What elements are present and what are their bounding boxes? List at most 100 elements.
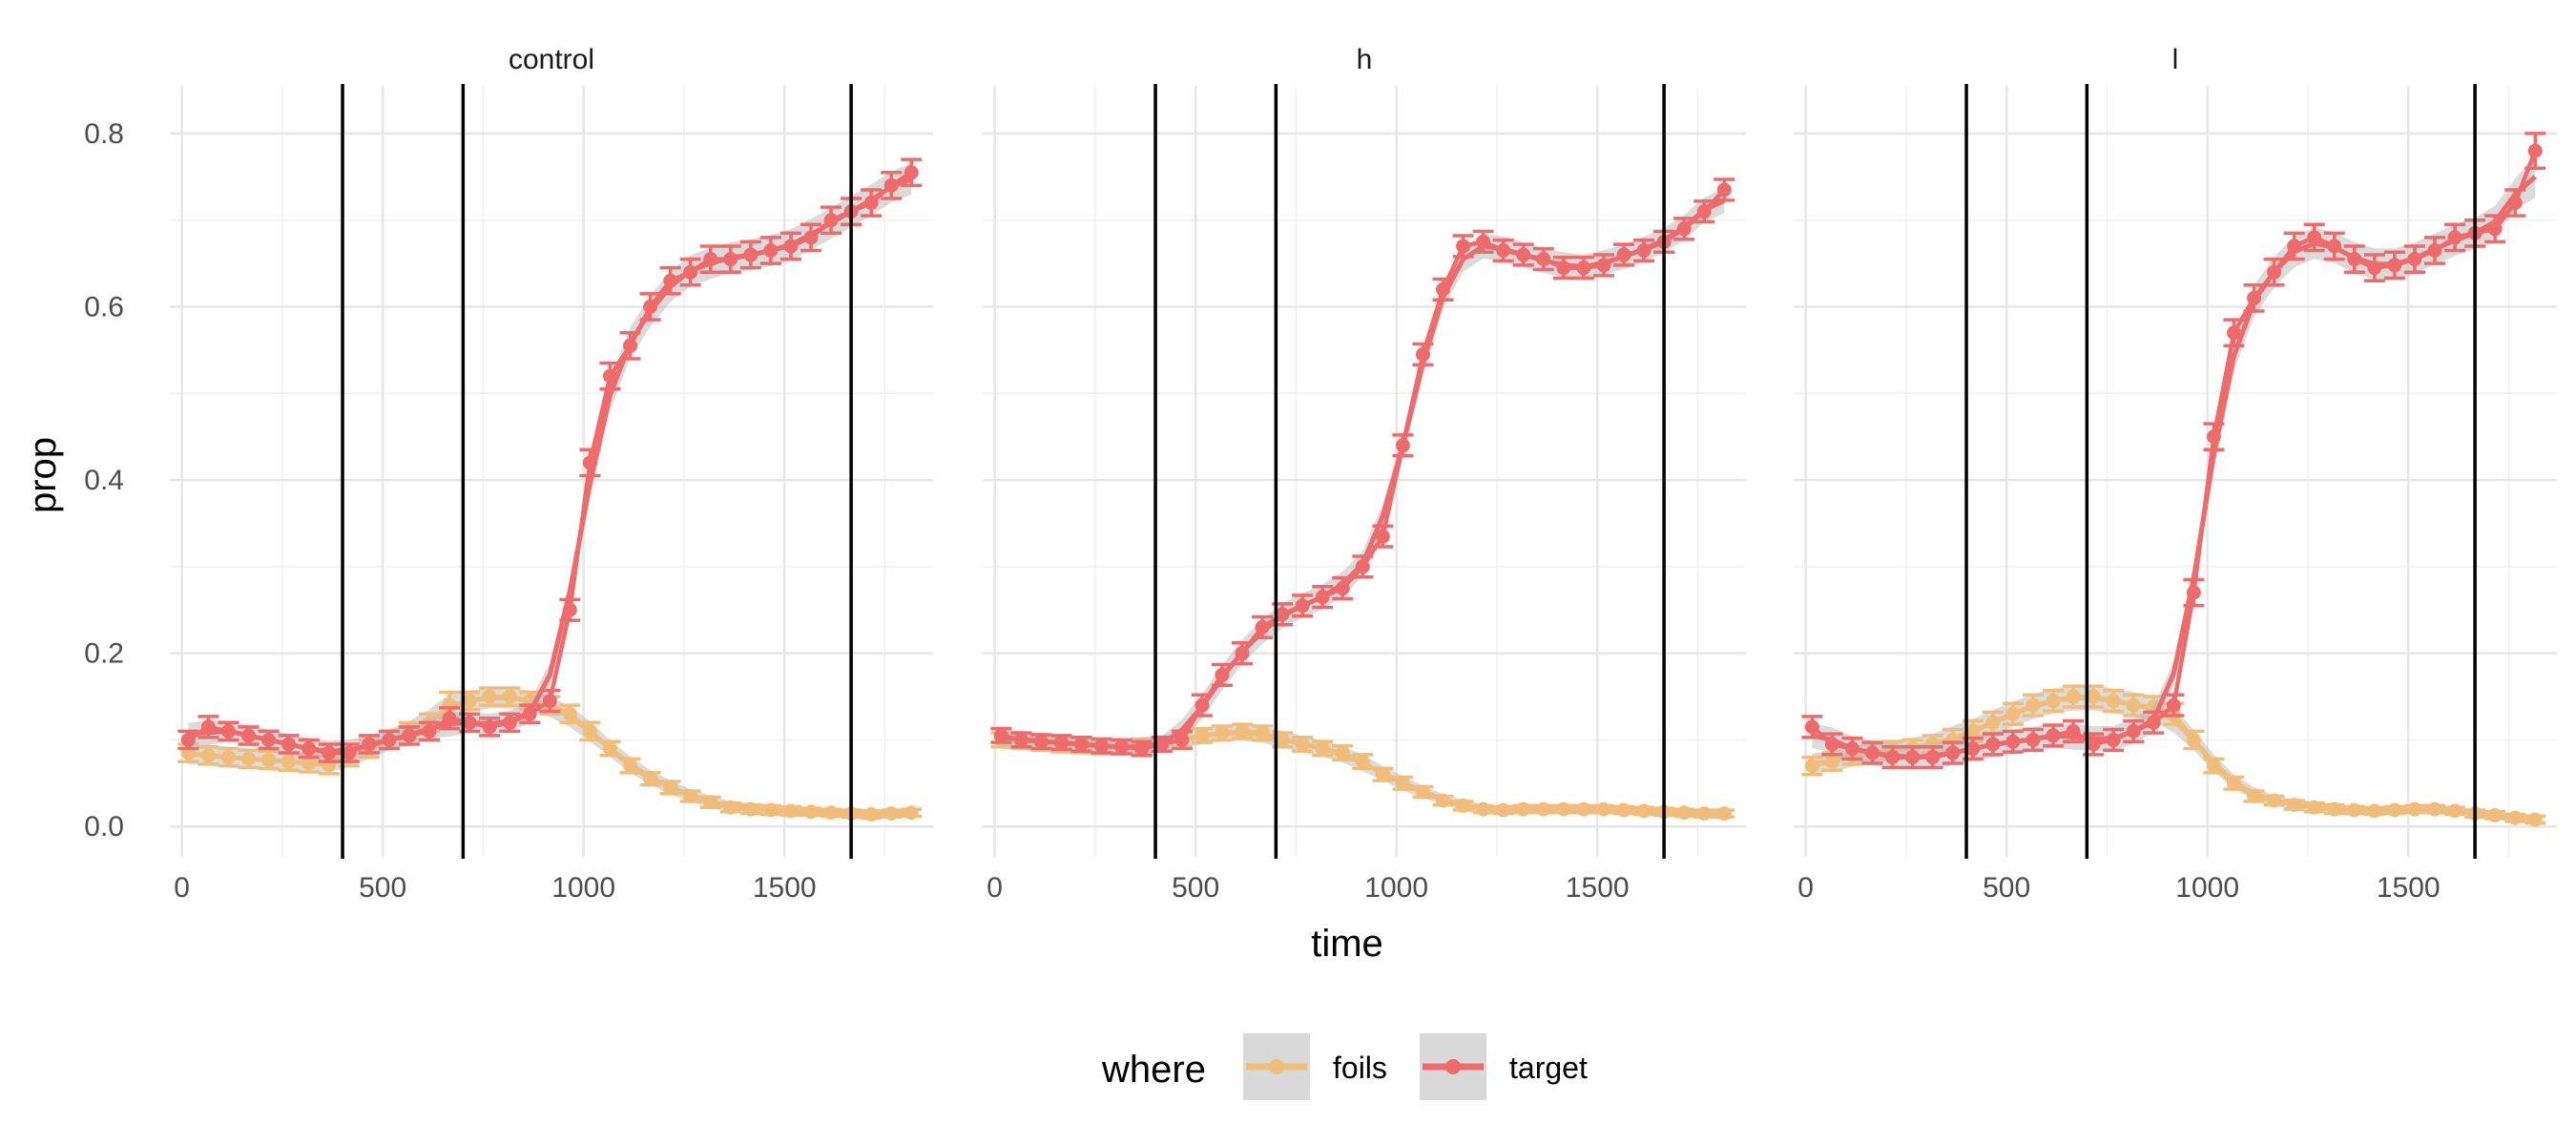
data-point-foils: [743, 802, 758, 817]
data-point-target: [783, 239, 799, 254]
data-point-foils: [2086, 689, 2101, 704]
legend-label-foils: foils: [1333, 1051, 1387, 1085]
data-point-foils: [281, 754, 297, 769]
data-point-target: [2267, 264, 2282, 280]
data-point-foils: [1596, 802, 1611, 817]
data-point-foils: [2025, 697, 2041, 713]
data-point-foils: [200, 748, 216, 763]
data-point-target: [1154, 737, 1170, 752]
data-point-target: [200, 719, 216, 735]
data-point-foils: [863, 807, 879, 822]
data-point-foils: [2247, 788, 2262, 803]
data-point-foils: [261, 752, 277, 767]
data-point-foils: [2126, 697, 2141, 713]
facet-label: control: [509, 44, 594, 75]
data-point-target: [1174, 732, 1190, 747]
y-tick-label: 0.2: [84, 638, 124, 670]
data-point-target: [362, 737, 377, 752]
data-point-foils: [220, 750, 236, 765]
data-point-foils: [1636, 803, 1652, 819]
data-point-foils: [763, 802, 779, 818]
data-point-target: [2005, 734, 2021, 749]
data-point-target: [904, 165, 919, 180]
data-point-target: [502, 715, 517, 730]
data-point-target: [1436, 281, 1451, 297]
legend-label-target: target: [1509, 1051, 1588, 1085]
data-point-foils: [2186, 732, 2201, 747]
data-point-target: [2427, 242, 2442, 258]
data-point-foils: [683, 788, 698, 803]
data-point-target: [2106, 732, 2121, 747]
data-point-foils: [1696, 806, 1712, 822]
data-point-target: [1696, 204, 1712, 219]
data-point-foils: [643, 771, 658, 786]
data-point-target: [1616, 247, 1631, 262]
data-point-target: [422, 723, 437, 739]
data-point-target: [1576, 260, 1591, 276]
data-point-target: [562, 602, 577, 617]
data-point-foils: [623, 759, 638, 774]
data-point-target: [623, 338, 638, 353]
data-point-target: [1215, 667, 1230, 682]
panel-control: control 0 500 1000 1500: [170, 44, 933, 904]
data-point-target: [2507, 196, 2523, 211]
data-point-foils: [1235, 723, 1250, 739]
data-point-foils: [1576, 802, 1591, 817]
data-point-target: [1824, 737, 1839, 752]
data-point-foils: [1824, 754, 1839, 769]
data-point-target: [602, 368, 617, 384]
data-point-foils: [482, 689, 497, 704]
data-point-target: [1636, 242, 1652, 258]
x-axis-title: time: [1311, 923, 1383, 965]
data-point-target: [1965, 741, 1981, 757]
data-point-target: [2166, 697, 2181, 713]
data-point-foils: [2367, 803, 2382, 819]
data-point-target: [723, 252, 738, 267]
data-point-target: [180, 732, 196, 747]
data-point-target: [2066, 723, 2081, 739]
data-point-target: [2025, 732, 2041, 747]
smooth-line-target: [1001, 198, 1726, 750]
x-tick-label: 1000: [2175, 872, 2239, 904]
data-point-target: [993, 728, 1008, 743]
data-point-foils: [783, 803, 799, 819]
data-point-foils: [582, 723, 597, 739]
legend: where foils target: [1101, 1033, 1588, 1100]
data-point-foils: [2005, 706, 2021, 721]
data-point-target: [803, 230, 819, 245]
data-point-foils: [1804, 759, 1819, 774]
data-point-foils: [1536, 802, 1551, 817]
data-point-target: [1456, 239, 1471, 254]
data-point-target: [342, 745, 357, 760]
data-point-foils: [723, 800, 738, 815]
data-point-foils: [1415, 784, 1430, 800]
data-point-foils: [2447, 803, 2462, 819]
data-point-foils: [2387, 802, 2402, 818]
legend-key-target-point: [1445, 1059, 1461, 1074]
data-point-foils: [1395, 776, 1410, 791]
data-point-target: [1033, 734, 1049, 749]
x-tick-label: 1500: [1566, 872, 1630, 904]
data-point-foils: [2206, 759, 2221, 774]
data-point-foils: [2327, 802, 2342, 817]
data-point-target: [1496, 242, 1511, 258]
data-point-target: [1114, 739, 1130, 755]
data-point-foils: [562, 706, 577, 721]
confidence-ribbon-target: [1001, 188, 1725, 756]
data-point-target: [1596, 258, 1611, 273]
data-point-foils: [2106, 694, 2121, 709]
data-point-target: [683, 264, 698, 280]
data-point-target: [1315, 590, 1330, 605]
data-point-target: [1255, 619, 1270, 635]
y-tick-label: 0.8: [84, 118, 124, 150]
data-point-target: [1716, 182, 1732, 198]
data-point-target: [1885, 750, 1901, 765]
data-point-target: [482, 719, 497, 735]
x-tick-label: 1000: [551, 872, 615, 904]
data-point-foils: [904, 805, 919, 821]
data-point-foils: [502, 689, 517, 704]
x-tick-label: 500: [1172, 872, 1219, 904]
data-point-foils: [1456, 798, 1471, 813]
smooth-line-target: [188, 177, 913, 755]
data-point-foils: [1195, 728, 1210, 743]
